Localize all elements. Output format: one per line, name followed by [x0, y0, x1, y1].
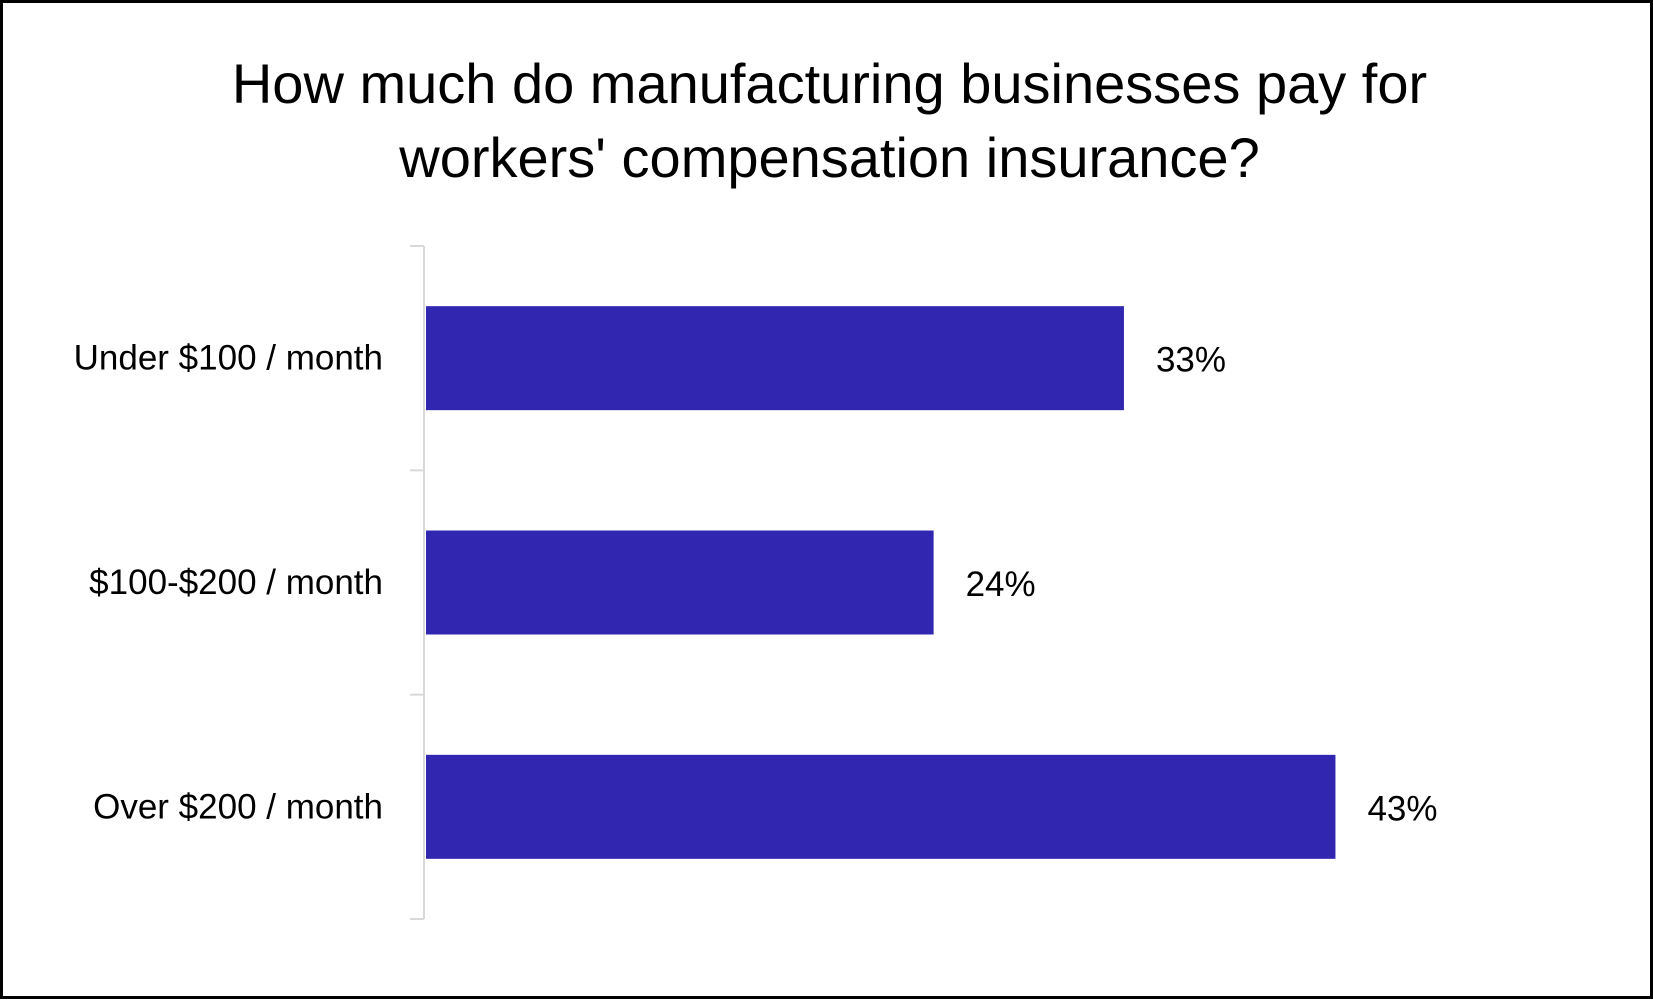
category-label: Under $100 / month — [74, 339, 383, 378]
chart-title: How much do manufacturing businesses pay… — [231, 52, 1428, 189]
bar — [426, 530, 934, 635]
bar-chart: Under $100 / month 33% $100-$200 / month 24… — [74, 245, 1438, 920]
bar — [426, 754, 1336, 859]
data-label: 43% — [1367, 789, 1437, 828]
data-label: 24% — [966, 565, 1036, 604]
category-label: $100-$200 / month — [89, 563, 383, 602]
category-label: Over $200 / month — [93, 787, 383, 826]
bar — [426, 306, 1124, 411]
data-label: 33% — [1156, 341, 1226, 380]
